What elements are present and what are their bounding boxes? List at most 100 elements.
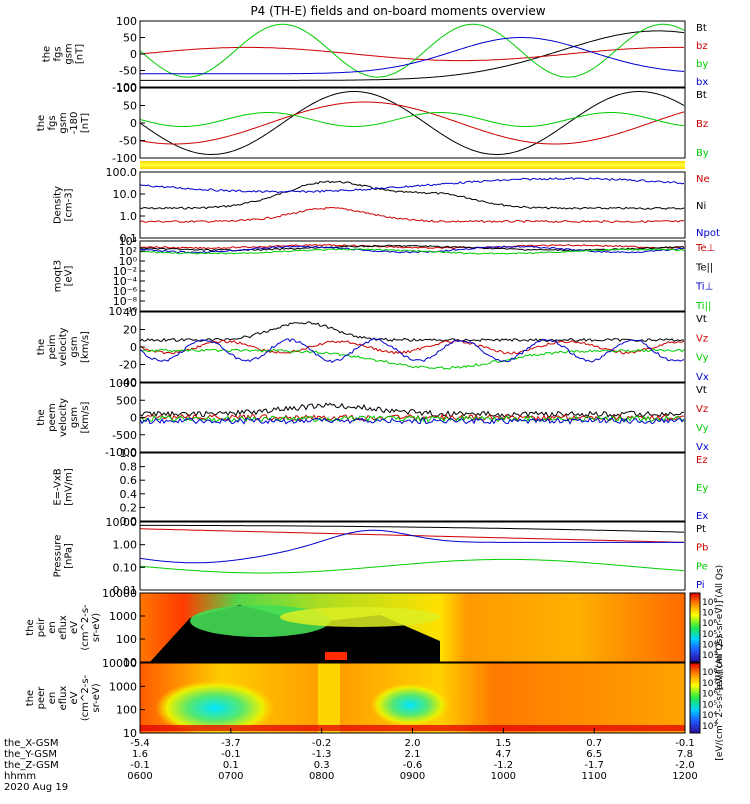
trace-vy [140, 348, 685, 370]
spectrogram-blob [155, 680, 275, 733]
spectrogram-column [318, 663, 340, 733]
y-axis-label-line: gsm [69, 336, 80, 357]
legend-entry: Ni [696, 201, 706, 212]
y-axis-label-line: eflux [58, 686, 69, 711]
y-axis-label-line: [mV/m] [64, 468, 75, 506]
y-axis-label-line: the [36, 339, 47, 355]
y-tick-label: 10 [123, 727, 137, 740]
y-tick-label: 100 [116, 15, 137, 28]
colorbar-tick-label: 10³ [702, 722, 717, 732]
y-axis-label-line: fgs [53, 46, 64, 61]
x-axis-value: -0.1 [221, 749, 241, 760]
y-tick-label: 10⁻² [113, 265, 137, 278]
colorbar-tick-label: 10³ [702, 651, 717, 661]
trace-pt [140, 524, 685, 533]
y-tick-label: 10000 [102, 587, 137, 600]
legend-entry: Bt [696, 23, 707, 34]
trace-vz [140, 340, 685, 355]
y-tick-label: 10⁻⁸ [113, 295, 138, 308]
y-axis-label-line: [km/s] [80, 401, 91, 433]
trace-ti [140, 248, 685, 255]
panel-frame [139, 452, 686, 522]
y-axis-label-line: sr-eV) [91, 683, 102, 712]
y-axis-label-line: eflux [58, 615, 69, 640]
y-axis-label: the peem velocity gsm [km/s] [36, 398, 91, 437]
legend-entry: Vx [696, 372, 709, 383]
y-axis-label-line: the [25, 690, 36, 706]
panel-3-plot [140, 177, 685, 224]
y-tick-label: 0.0 [120, 515, 138, 528]
trace-pe [140, 529, 684, 564]
legend-entry: Vz [696, 333, 708, 344]
x-axis-value: 6.5 [586, 749, 602, 760]
trace-by [140, 23, 685, 78]
x-axis-value: 1100 [581, 771, 606, 782]
y-tick-label: 0.4 [120, 488, 138, 501]
y-axis-label-line: en [47, 621, 58, 634]
y-tick-label: 10000 [102, 657, 137, 670]
y-tick-label: 50 [123, 32, 137, 45]
y-tick-label: -100 [112, 81, 137, 94]
y-tick-label: 10⁻¹⁰ [108, 305, 137, 318]
legend-entry: Npot [696, 228, 720, 239]
legend-entry: Pt [696, 524, 706, 535]
legend-entry: Ez [696, 455, 708, 466]
y-axis-label-line: gsm [64, 43, 75, 64]
y-axis-label-line: (cm^2-s- [80, 604, 91, 651]
panel-3: 100.0 10.0 1.0 0.1 Density [cm-3] Ne Ni Npot [53, 166, 720, 245]
y-axis-label-line: eV [69, 691, 80, 704]
trace-bt [140, 30, 685, 81]
y-tick-label: 10.0 [113, 188, 138, 201]
y-axis-label-line: the [36, 409, 47, 425]
x-axis-value: -0.1 [130, 760, 150, 771]
y-axis-label-line: peim [47, 334, 58, 359]
x-axis-value: 1200 [672, 771, 697, 782]
y-tick-label: 10 [123, 656, 137, 669]
y-tick-label: 10.00 [106, 516, 138, 529]
x-axis-row-label: the_Z-GSM [4, 760, 59, 771]
legend-entry: Vy [696, 353, 709, 364]
x-axis-date: 2020 Aug 19 [4, 782, 68, 793]
x-axis-value: -0.2 [312, 738, 332, 749]
y-axis-label-line: peem [47, 403, 58, 431]
legend-entry: Te|| [695, 262, 713, 273]
panel-9: 10000 1000 100 10 the peir en eflux eV (cm^2-s-sr… [25, 565, 725, 690]
y-tick-label: -100 [112, 152, 137, 165]
panel-5-plot [140, 321, 685, 370]
panel-8-plot [140, 524, 685, 574]
y-axis-label-line: sr-eV) [91, 613, 102, 642]
x-axis-value: 0700 [218, 771, 243, 782]
y-axis-label-line: gsm [69, 407, 80, 428]
legend-entry: Ti⊥ [695, 282, 713, 293]
x-axis-value: -1.7 [584, 760, 604, 771]
legend-entry: Vz [696, 404, 708, 415]
y-tick-label: 100 [116, 82, 137, 95]
colorbar-tick-label: 10⁵ [702, 700, 717, 710]
colorbar-tick-label: 10⁷ [702, 609, 717, 619]
y-tick-label: 1.0 [120, 447, 138, 460]
y-axis-label: E=-VxB [mV/m] [53, 468, 75, 506]
x-axis-value: 2.1 [405, 749, 421, 760]
y-tick-label: -50 [119, 65, 137, 78]
y-axis-label-line: velocity [58, 327, 69, 366]
x-axis-value: -5.4 [130, 738, 150, 749]
panel-2-plot [140, 91, 685, 155]
y-tick-label: 0 [130, 48, 137, 61]
x-axis-row-label: the_Y-GSM [4, 749, 57, 760]
legend-entry: Te⊥ [695, 243, 715, 254]
colorbar-tick-label: 10⁸ [702, 668, 717, 678]
x-axis-value: 0600 [127, 771, 152, 782]
x-axis-value: 0800 [309, 771, 334, 782]
y-axis-label-line: eV [69, 621, 80, 634]
colorbar [689, 662, 701, 734]
spectrogram-spot [325, 652, 347, 660]
x-axis-value: -1.3 [312, 749, 332, 760]
legend-entry: Vy [696, 423, 709, 434]
y-tick-label: 1.0 [120, 210, 138, 223]
panel-frame [139, 171, 686, 239]
y-tick-label: 40 [123, 306, 137, 319]
y-axis-label-line: gsm [58, 112, 69, 133]
panel-1-plot [140, 23, 685, 81]
